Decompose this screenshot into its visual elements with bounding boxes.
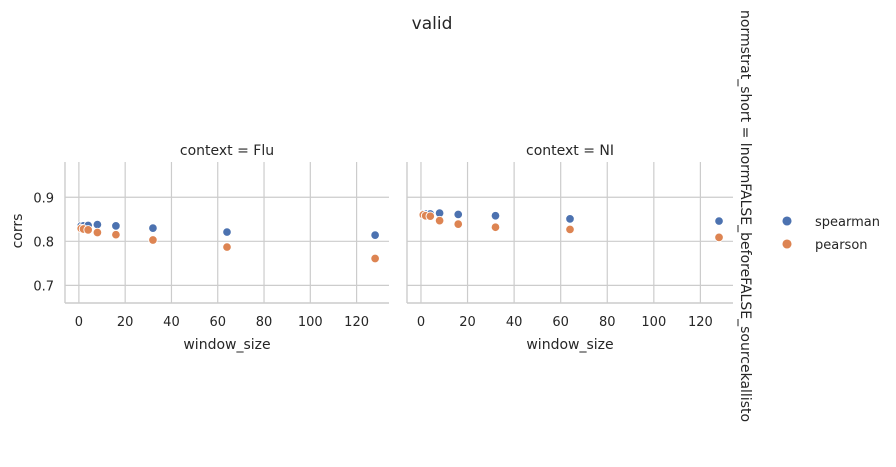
x-axis-label: window_size (526, 337, 613, 353)
data-point-spearman (222, 227, 232, 237)
x-tick-label: 20 (117, 315, 134, 330)
data-point-spearman (92, 219, 103, 230)
y-tick-label: 0.7 (33, 279, 54, 294)
x-tick-label: 20 (459, 315, 476, 330)
row-facet-title: normstrat_short = lnormFALSE_beforeFALSE… (737, 10, 753, 422)
x-tick-label: 0 (417, 315, 425, 330)
panel-title: context = NI (526, 143, 614, 159)
legend-marker-pearson (781, 238, 793, 250)
data-point-spearman (111, 221, 121, 231)
data-point-pearson (370, 253, 380, 264)
data-point-spearman (370, 230, 380, 240)
x-tick-label: 60 (552, 315, 569, 330)
x-tick-label: 0 (75, 315, 83, 330)
legend-label-pearson: pearson (815, 238, 868, 253)
data-point-pearson (565, 224, 575, 235)
x-tick-label: 100 (641, 315, 666, 330)
data-point-pearson (83, 225, 93, 235)
x-tick-label: 40 (163, 315, 180, 330)
data-point-pearson (434, 215, 445, 226)
x-tick-label: 80 (599, 315, 616, 330)
data-point-pearson (222, 242, 232, 252)
data-point-spearman (565, 214, 575, 224)
x-tick-label: 40 (506, 315, 523, 330)
data-point-spearman (490, 211, 501, 221)
y-axis-label: corrs (10, 214, 26, 249)
x-axis-label: window_size (183, 337, 270, 353)
x-tick-label: 120 (688, 315, 713, 330)
panel-title: context = Flu (180, 143, 274, 159)
data-point-pearson (490, 222, 501, 232)
legend: spearman pearson (781, 215, 880, 253)
x-tick-label: 100 (298, 315, 323, 330)
data-point-pearson (148, 235, 158, 245)
panel-1: context = Flu 0 20 40 60 80 100 120 0.7 0.8 0.9 win… (33, 143, 389, 353)
y-tick-label: 0.9 (33, 191, 54, 206)
y-tick-label: 0.8 (33, 235, 54, 250)
data-point-pearson (425, 211, 436, 221)
panel-2: context = NI 0 20 40 60 80 100 120 window_size (406, 143, 733, 353)
data-point-pearson (92, 227, 103, 238)
data-point-pearson (111, 229, 121, 240)
panels: context = Flu 0 20 40 60 80 100 120 0.7 0.8 0.9 win… (33, 143, 733, 353)
data-point-spearman (453, 209, 463, 220)
figure-title: valid (412, 14, 453, 34)
data-point-pearson (453, 219, 463, 229)
x-tick-label: 60 (209, 315, 226, 330)
x-tick-label: 80 (256, 315, 273, 330)
data-point-spearman (714, 216, 724, 226)
data-point-spearman (148, 223, 158, 233)
legend-label-spearman: spearman (815, 215, 880, 230)
data-point-pearson (714, 232, 724, 243)
legend-marker-spearman (781, 215, 793, 227)
x-tick-label: 120 (344, 315, 369, 330)
